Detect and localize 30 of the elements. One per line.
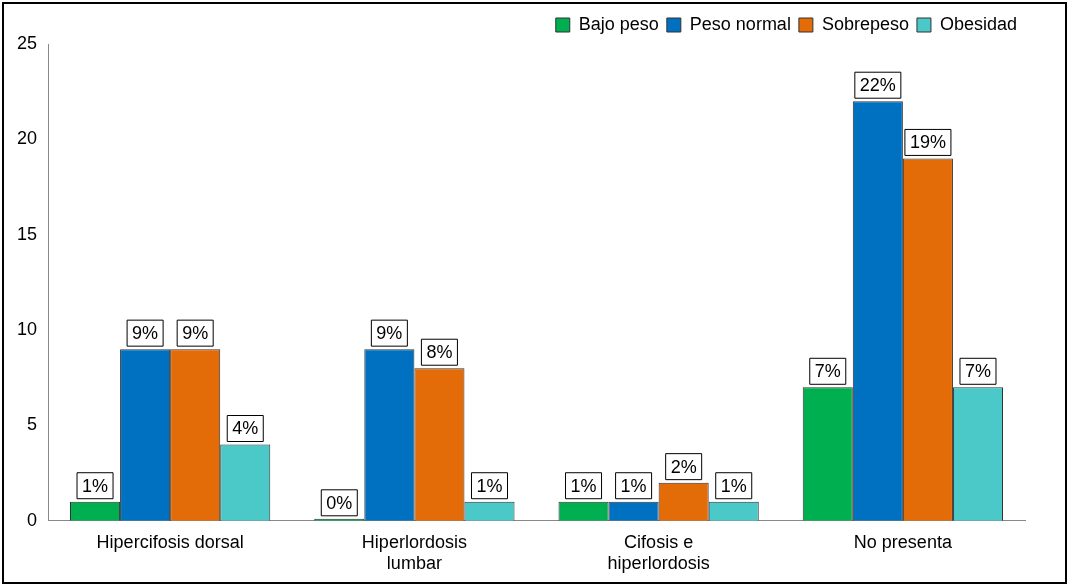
- y-tick-label: 20: [16, 128, 38, 149]
- data-label: 9%: [376, 323, 403, 344]
- y-tick-label: 15: [16, 223, 38, 244]
- y-tick-label: 5: [27, 414, 38, 435]
- legend-label: Peso normal: [689, 13, 791, 34]
- data-label: 1%: [476, 475, 503, 496]
- y-tick-label: 0: [27, 509, 38, 530]
- data-label: 1%: [570, 475, 597, 496]
- x-tick-label: Hiperlordosis lumbar: [361, 531, 467, 574]
- x-tick-label: Cifosis e hiperlordosis: [607, 531, 710, 574]
- data-label: 1%: [82, 475, 109, 496]
- data-label: 1%: [720, 475, 747, 496]
- x-tick-label: No presenta: [853, 531, 953, 552]
- data-label: 9%: [182, 323, 209, 344]
- data-label: 22%: [859, 75, 896, 96]
- y-tick-label: 25: [16, 32, 38, 53]
- data-label: 0%: [326, 492, 353, 513]
- x-tick-label: Hipercifosis dorsal: [96, 531, 244, 552]
- data-label: 8%: [426, 342, 453, 363]
- data-label: 7%: [814, 361, 841, 382]
- legend-label: Bajo peso: [578, 13, 659, 34]
- data-label: 7%: [964, 361, 991, 382]
- data-label: 19%: [909, 132, 946, 153]
- y-tick-label: 10: [16, 319, 38, 340]
- legend-label: Obesidad: [939, 13, 1018, 34]
- legend-label: Sobrepeso: [821, 13, 909, 34]
- data-label: 2%: [670, 456, 697, 477]
- data-label: 1%: [620, 475, 647, 496]
- data-label: 9%: [132, 323, 159, 344]
- data-label: 4%: [232, 418, 259, 439]
